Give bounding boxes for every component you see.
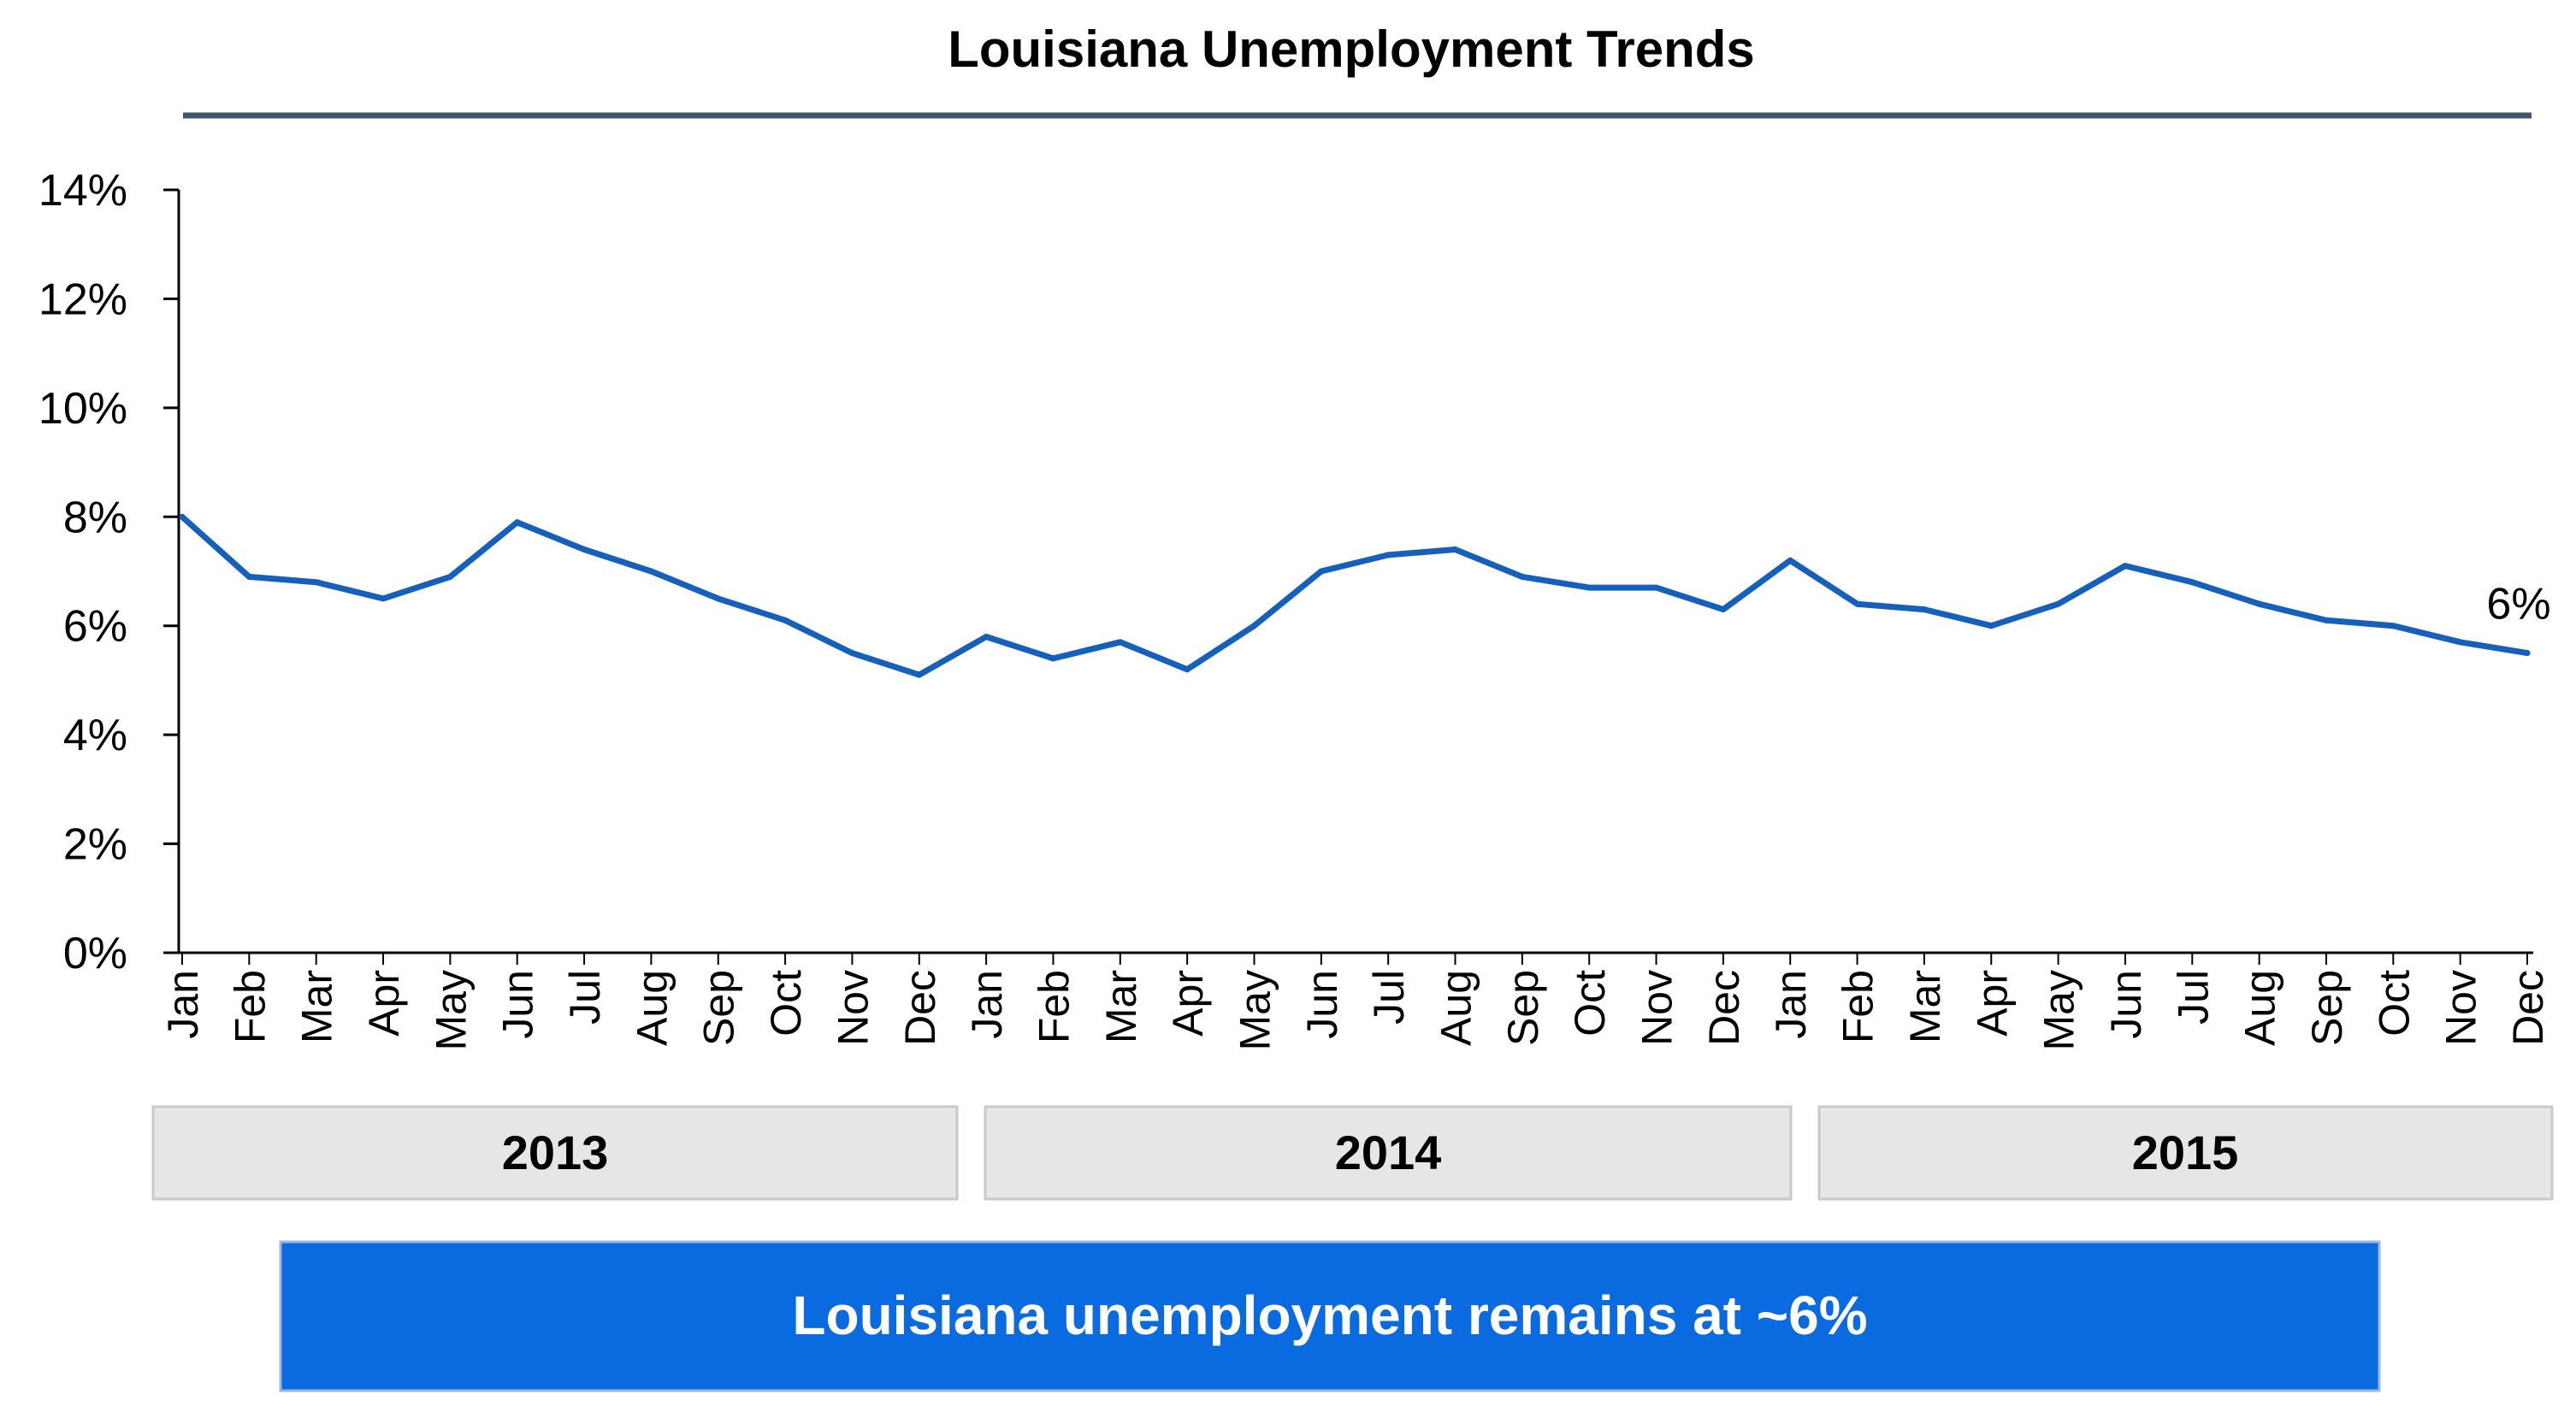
data-point [848, 650, 855, 657]
x-tick-label: Mar [1097, 970, 1145, 1043]
y-tick-label: 12% [38, 275, 127, 324]
x-tick-label: Dec [1700, 970, 1748, 1046]
data-point [313, 579, 320, 586]
data-point [1854, 600, 1861, 607]
data-point [2390, 623, 2396, 629]
x-tick-label: Mar [1901, 970, 1949, 1043]
data-point [1921, 606, 1928, 613]
x-tick-label: Jun [1298, 970, 1346, 1039]
data-point [1385, 552, 1391, 558]
data-point [2457, 639, 2464, 646]
data-point [1586, 584, 1592, 591]
data-point [514, 519, 521, 526]
data-point [2524, 650, 2531, 657]
x-tick-label: Sep [695, 970, 743, 1046]
data-point [1318, 568, 1325, 575]
x-tick-label: Feb [226, 970, 274, 1043]
year-band-2014: 2014 [984, 1105, 1793, 1201]
data-point [1988, 623, 1994, 629]
x-tick-label: Jul [2169, 970, 2217, 1025]
x-tick-label: Sep [1499, 970, 1547, 1046]
x-tick-label: Sep [2303, 970, 2351, 1046]
x-axis-labels: Jan Feb Mar Apr May Jun Jul Aug Sep Oct Nov Dec Jan F… [159, 953, 2552, 1050]
x-tick-label: May [427, 970, 475, 1050]
y-tick-label: 6% [63, 602, 127, 652]
x-tick-label: May [1231, 970, 1279, 1050]
data-point [1519, 573, 1526, 580]
callout-box [279, 1240, 2381, 1392]
data-point [715, 595, 722, 602]
x-tick-label: Aug [628, 970, 676, 1046]
year-label: 2014 [1335, 1126, 1442, 1179]
x-tick-label: May [2035, 970, 2083, 1050]
data-point [1653, 584, 1660, 591]
data-point [446, 573, 453, 580]
x-tick-label: Oct [2370, 970, 2418, 1037]
x-tick-label: Dec [2504, 970, 2552, 1046]
x-tick-label: Nov [1634, 970, 1681, 1046]
y-tick-label: 4% [63, 711, 127, 760]
y-tick-label: 10% [38, 384, 127, 434]
data-point [2189, 579, 2195, 586]
data-point [380, 595, 387, 602]
year-box [151, 1105, 959, 1201]
year-label: 2015 [2132, 1126, 2239, 1179]
year-box [1817, 1105, 2554, 1201]
x-tick-label: Jun [494, 970, 542, 1039]
data-point [1184, 666, 1191, 673]
x-tick-label: Dec [896, 970, 944, 1046]
data-point [983, 633, 990, 640]
x-tick-label: Aug [2236, 970, 2284, 1046]
y-tick-label: 0% [63, 929, 127, 978]
callout-banner: Louisiana unemployment remains at ~6% [279, 1240, 2381, 1392]
x-tick-label: Aug [1433, 970, 1480, 1046]
x-tick-label: Nov [2437, 970, 2485, 1046]
y-tick-label: 8% [63, 493, 127, 542]
end-value-label: 6% [2486, 580, 2550, 629]
x-tick-label: Nov [829, 970, 877, 1046]
data-point [1250, 623, 1257, 629]
x-tick-label: Oct [1566, 970, 1614, 1037]
series-points [179, 513, 2531, 678]
year-label: 2013 [502, 1126, 609, 1179]
data-point [1787, 557, 1793, 564]
y-axis-ticks: 0% 2% 4% 6% 8% 10% 12% 14% [38, 166, 179, 978]
data-point [2055, 600, 2062, 607]
data-point [782, 617, 789, 623]
x-tick-label: Oct [762, 970, 810, 1037]
data-point [1117, 639, 1124, 646]
x-tick-label: Feb [1030, 970, 1078, 1043]
data-point [179, 513, 186, 520]
year-band-2015: 2015 [1817, 1105, 2554, 1201]
x-tick-label: Jul [561, 970, 609, 1025]
data-point [245, 573, 252, 580]
year-box [984, 1105, 1793, 1201]
data-point [647, 568, 654, 575]
x-tick-label: Jun [2102, 970, 2150, 1039]
x-tick-label: Jan [159, 970, 207, 1039]
data-point [1452, 547, 1459, 553]
data-point [581, 547, 588, 553]
x-tick-label: Feb [1835, 970, 1882, 1043]
y-tick-label: 14% [38, 166, 127, 216]
series-line [179, 513, 2531, 678]
callout-text: Louisiana unemployment remains at ~6% [792, 1285, 1867, 1346]
x-tick-label: Apr [360, 970, 408, 1037]
data-point [1049, 655, 1056, 662]
data-point [916, 671, 923, 678]
x-tick-label: Apr [1968, 970, 2016, 1037]
year-band-2013: 2013 [151, 1105, 959, 1201]
x-tick-label: Apr [1164, 970, 1212, 1037]
x-tick-label: Jan [1767, 970, 1815, 1039]
y-tick-label: 2% [63, 820, 127, 870]
x-tick-label: Jan [963, 970, 1011, 1039]
x-tick-label: Mar [293, 970, 341, 1043]
data-point [1720, 606, 1727, 613]
data-point [2122, 563, 2129, 570]
data-point [2256, 600, 2263, 607]
data-point [2323, 617, 2330, 623]
x-tick-label: Jul [1365, 970, 1413, 1025]
chart-title: Louisiana Unemployment Trends [948, 21, 1755, 78]
